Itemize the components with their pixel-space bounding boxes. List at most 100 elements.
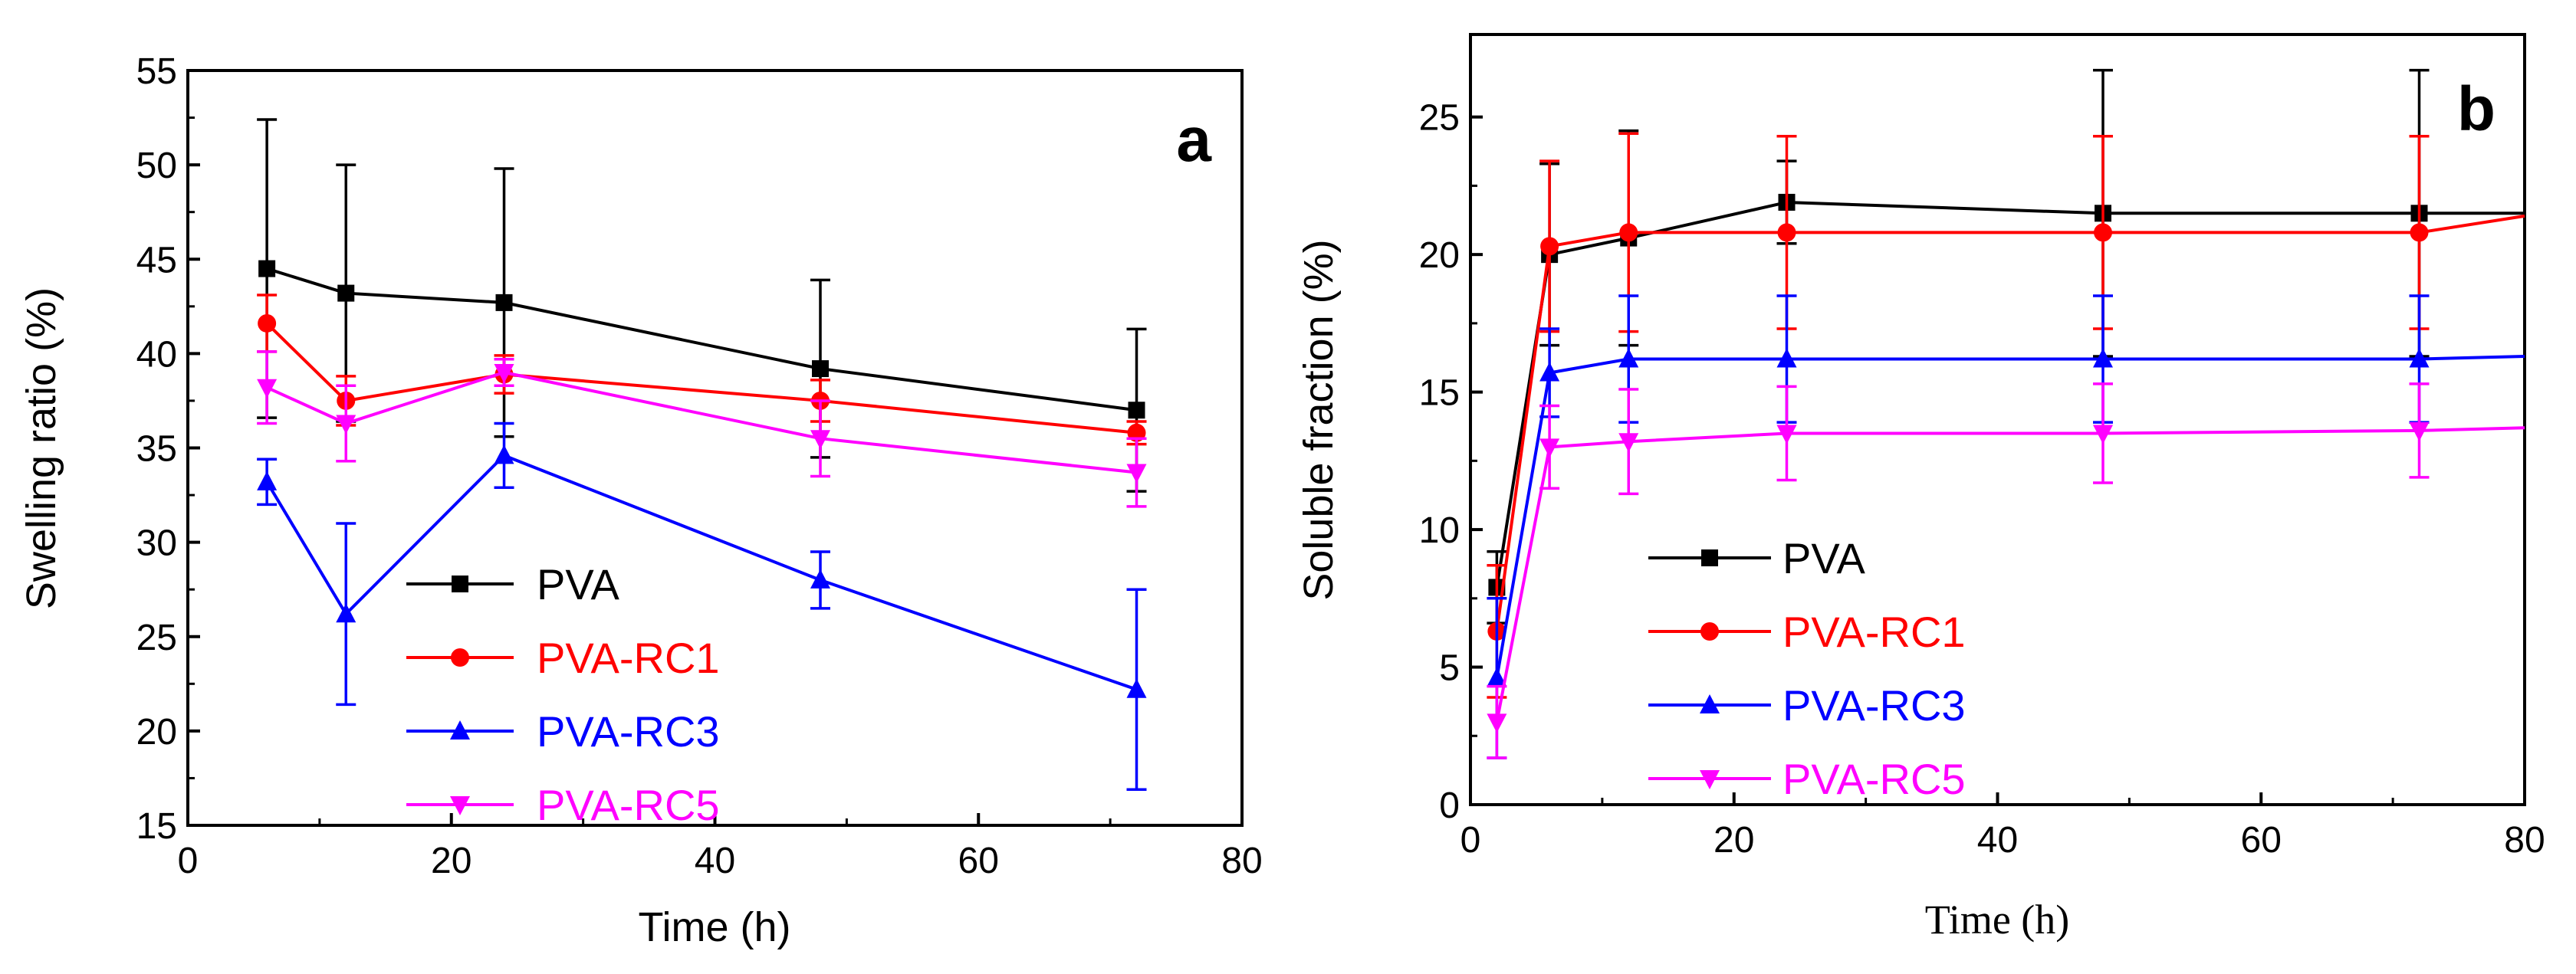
panel-a-x-tick-label: 40 xyxy=(695,841,735,881)
series-pva-rc3 xyxy=(257,421,1147,791)
data-point-pva-rc1 xyxy=(1777,223,1796,242)
series-line-pva-rc1 xyxy=(265,322,1137,435)
legend-item-pva-rc5: PVA-RC5 xyxy=(406,781,720,829)
data-point-pva-rc3 xyxy=(1539,362,1560,382)
panel-a-label: a xyxy=(1176,105,1212,175)
panel-a-series-group xyxy=(257,118,1147,791)
series-line-pva-rc5 xyxy=(1495,426,2525,723)
data-point-pva xyxy=(337,284,355,302)
panel-b-y-axis-title: Soluble fraction (%) xyxy=(1296,239,1342,600)
panel-a-x-tick-label: 60 xyxy=(958,841,999,881)
data-point-pva xyxy=(812,360,829,378)
panel-b-soluble-fraction-chart: 0 20 40 60 80 0 5 10 15 20 25 b Time (h) Soluble f… xyxy=(1296,33,2545,943)
data-point-pva-rc3 xyxy=(810,569,830,589)
series-pva-rc1 xyxy=(257,294,1147,446)
panel-a-y-tick-label: 55 xyxy=(136,51,177,92)
series-line-pva-rc1 xyxy=(1495,214,2525,632)
panel-b-label: b xyxy=(2457,74,2496,144)
panel-a-y-tick-label: 30 xyxy=(136,523,177,564)
legend-marker-pva-rc5 xyxy=(1700,770,1720,789)
panel-a-swelling-ratio-chart: 0 20 40 60 80 15 20 25 30 35 40 45 50 55 a Time (h) S… xyxy=(18,51,1263,950)
panel-b-y-tick-label: 20 xyxy=(1419,235,1460,276)
panel-b-y-tick-label: 15 xyxy=(1419,373,1460,414)
panel-b-x-tick-label: 40 xyxy=(1977,820,2018,861)
data-point-pva-rc3 xyxy=(2409,348,2430,368)
panel-a-x-tick-label: 80 xyxy=(1221,841,1262,881)
legend-item-pva-rc1: PVA-RC1 xyxy=(406,634,720,682)
legend-label-pva-rc5: PVA-RC5 xyxy=(537,781,720,829)
data-point-pva xyxy=(495,294,513,311)
legend-marker-pva-rc3 xyxy=(1700,694,1720,713)
series-pva-rc3 xyxy=(1487,294,2525,759)
legend-marker-pva-rc1 xyxy=(451,648,469,667)
data-point-pva-rc1 xyxy=(1619,223,1638,242)
data-point-pva-rc3 xyxy=(494,444,514,464)
data-point-pva-rc5 xyxy=(1776,425,1797,444)
series-pva xyxy=(257,118,1147,493)
panel-a-y-tick-label: 45 xyxy=(136,240,177,280)
legend-label-pva-rc3: PVA-RC3 xyxy=(1783,681,1966,730)
data-point-pva-rc5 xyxy=(1539,438,1560,458)
panel-b-x-tick-label: 60 xyxy=(2241,820,2282,861)
panel-b-y-tick-label: 0 xyxy=(1439,785,1460,826)
panel-a-legend: PVA PVA-RC1 PVA-RC3 PVA-RC5 xyxy=(406,560,720,829)
legend-item-pva-rc1: PVA-RC1 xyxy=(1648,608,1966,656)
data-point-pva-rc1 xyxy=(2094,223,2112,242)
data-point-pva-rc1 xyxy=(258,313,277,333)
legend-label-pva-rc1: PVA-RC1 xyxy=(537,634,720,682)
data-point-pva-rc5 xyxy=(257,379,278,398)
legend-marker-pva-rc3 xyxy=(450,720,470,740)
legend-item-pva-rc3: PVA-RC3 xyxy=(1648,681,1966,730)
panel-a-y-tick-label: 35 xyxy=(136,429,177,470)
data-point-pva-rc3 xyxy=(2093,348,2113,368)
data-point-pva xyxy=(1128,402,1145,419)
data-point-pva-rc1 xyxy=(1540,237,1559,256)
legend-marker-pva xyxy=(452,576,468,592)
legend-label-pva-rc5: PVA-RC5 xyxy=(1783,755,1966,803)
panel-b-y-tick-label: 25 xyxy=(1419,98,1460,139)
series-line-pva xyxy=(266,267,1137,412)
data-point-pva-rc3 xyxy=(1618,348,1639,368)
legend-label-pva-rc3: PVA-RC3 xyxy=(537,707,720,756)
series-line-pva-rc5 xyxy=(266,370,1137,474)
legend-item-pva: PVA xyxy=(1648,534,1866,582)
panel-b-legend: PVA PVA-RC1 PVA-RC3 PVA-RC5 xyxy=(1648,534,1966,803)
legend-item-pva: PVA xyxy=(406,560,620,608)
data-point-pva-rc3 xyxy=(257,471,278,490)
panel-a-y-tick-label: 20 xyxy=(136,712,177,753)
data-point-pva-rc3 xyxy=(336,603,356,623)
series-pva-rc1 xyxy=(1487,132,2525,699)
series-line-pva xyxy=(1495,200,2525,588)
panel-a-y-tick-label: 25 xyxy=(136,618,177,658)
panel-a-y-tick-label: 40 xyxy=(136,334,177,375)
data-point-pva-rc1 xyxy=(2410,223,2429,242)
panel-b-x-tick-label: 20 xyxy=(1714,820,1754,861)
series-pva xyxy=(1487,68,2525,625)
panel-b-x-axis-title: Time (h) xyxy=(1925,897,2070,943)
data-point-pva-rc5 xyxy=(2093,425,2113,444)
data-point-pva-rc3 xyxy=(1126,678,1147,698)
data-point-pva-rc5 xyxy=(1126,464,1147,484)
panel-b-x-tick-label: 0 xyxy=(1460,820,1481,861)
panel-a-x-axis-title: Time (h) xyxy=(639,904,791,950)
data-point-pva-rc5 xyxy=(1618,433,1639,453)
data-point-pva xyxy=(258,260,276,277)
panel-b-x-tick-label: 80 xyxy=(2504,820,2545,861)
legend-label-pva: PVA xyxy=(1783,534,1866,582)
panel-b-series-group xyxy=(1487,68,2525,759)
panel-a-y-axis-title: Swelling ratio (%) xyxy=(18,287,64,609)
data-point-pva-rc5 xyxy=(2409,421,2430,441)
data-point-pva-rc5 xyxy=(336,415,356,435)
panel-b-axes: 0 20 40 60 80 0 5 10 15 20 25 xyxy=(1419,98,2545,861)
legend-marker-pva-rc1 xyxy=(1700,622,1719,641)
panel-a-y-tick-label: 50 xyxy=(136,146,177,186)
panel-b-y-tick-label: 10 xyxy=(1419,510,1460,551)
legend-label-pva-rc1: PVA-RC1 xyxy=(1783,608,1966,656)
legend-item-pva-rc5: PVA-RC5 xyxy=(1648,755,1966,803)
series-pva-rc5 xyxy=(257,350,1147,508)
data-point-pva-rc5 xyxy=(1487,713,1507,733)
panel-a-x-tick-label: 20 xyxy=(431,841,472,881)
legend-marker-pva xyxy=(1701,549,1718,566)
panel-b-y-tick-label: 5 xyxy=(1439,648,1460,689)
